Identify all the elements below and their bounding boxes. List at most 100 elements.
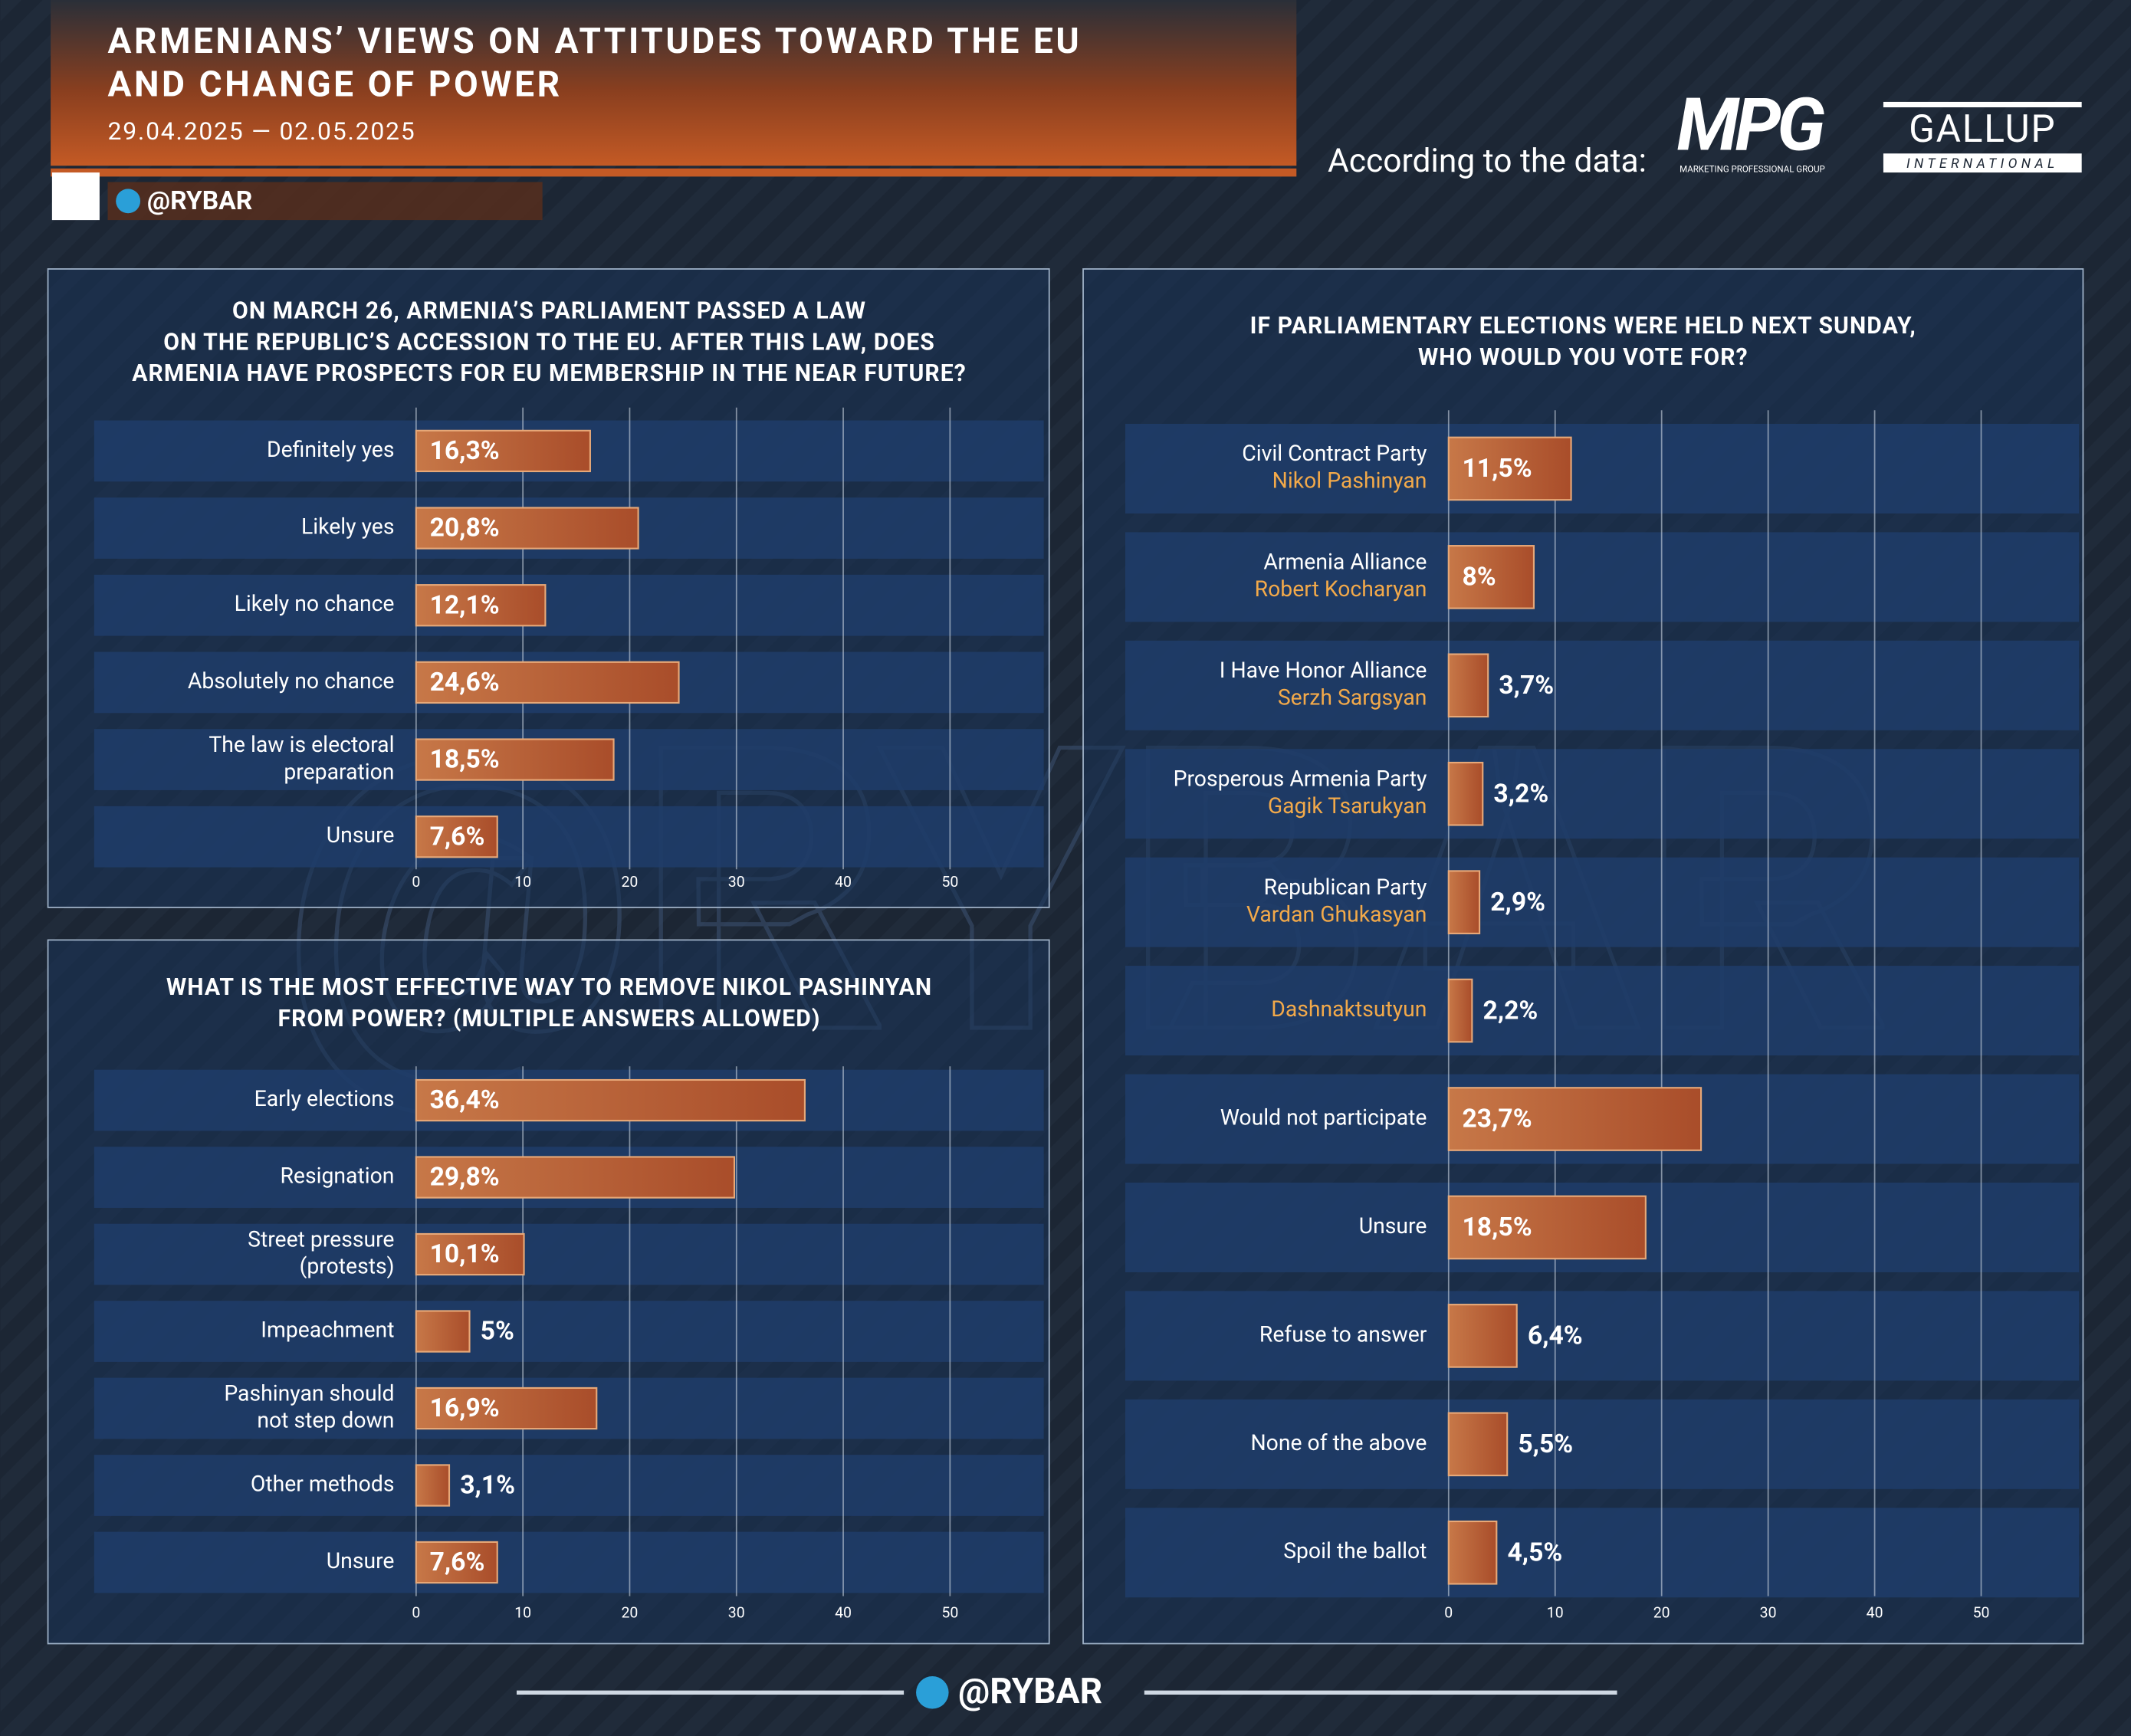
chart-title: ON THE REPUBLIC’S ACCESSION TO THE EU. A… <box>163 329 935 356</box>
category-label: Unsure <box>327 822 395 848</box>
leader-label: Gagik Tsarukyan <box>1268 793 1427 819</box>
bar <box>415 1464 451 1507</box>
category-label: None of the above <box>1250 1430 1427 1455</box>
category-label: Republican Party <box>1264 875 1427 900</box>
leader-label: Robert Kocharyan <box>1255 576 1427 602</box>
gallup-subtitle: INTERNATIONAL <box>1906 156 2059 172</box>
value-label: 3,1% <box>460 1471 515 1501</box>
x-tick-label: 30 <box>728 1604 745 1622</box>
row-band <box>1125 966 2080 1056</box>
category-label: Resignation <box>280 1163 394 1189</box>
chart-title: ARMENIA HAVE PROSPECTS FOR EU MEMBERSHIP… <box>132 360 967 387</box>
value-label: 20,8% <box>430 514 500 543</box>
value-label: 5,5% <box>1518 1429 1573 1459</box>
x-tick-label: 0 <box>412 1604 420 1622</box>
value-label: 36,4% <box>430 1085 500 1115</box>
handle-band <box>107 182 543 221</box>
value-label: 2,9% <box>1490 888 1545 917</box>
row-band <box>1125 1399 2080 1489</box>
value-label: 16,9% <box>430 1393 500 1423</box>
row-band <box>94 1455 1044 1516</box>
header-stripe <box>51 168 1297 177</box>
bar <box>1447 1195 1647 1260</box>
bar <box>415 1232 525 1276</box>
bar <box>1447 1412 1509 1477</box>
bar <box>415 584 547 627</box>
bar <box>1447 1304 1518 1368</box>
row-band <box>1125 1508 2080 1598</box>
x-tick-label: 50 <box>941 873 958 891</box>
footer-handle: @RYBAR <box>958 1671 1102 1712</box>
value-label: 23,7% <box>1463 1104 1532 1134</box>
row-band <box>94 1301 1044 1362</box>
category-label: Prosperous Armenia Party <box>1174 766 1427 791</box>
value-label: 3,2% <box>1493 779 1548 809</box>
x-tick-label: 30 <box>728 873 745 891</box>
category-label: Definitely yes <box>267 437 394 462</box>
x-tick-label: 50 <box>1973 1604 1990 1622</box>
panel <box>47 939 1050 1645</box>
bar <box>1447 436 1572 501</box>
date-range: 29.04.2025 — 02.05.2025 <box>108 116 416 146</box>
row-band <box>1125 749 2080 839</box>
x-tick-label: 10 <box>1547 1604 1564 1622</box>
category-label: not step down <box>257 1408 394 1433</box>
category-label: Likely yes <box>301 514 395 540</box>
category-label: preparation <box>284 759 394 784</box>
value-label: 29,8% <box>430 1163 500 1193</box>
row-band <box>1125 423 2080 514</box>
bar <box>415 1156 736 1199</box>
source-label: According to the data: <box>1328 143 1647 180</box>
bar <box>1447 870 1481 934</box>
category-label: I Have Honor Alliance <box>1220 658 1427 683</box>
category-label: Early elections <box>254 1086 395 1111</box>
row-band <box>1125 640 2080 730</box>
row-band <box>94 1531 1044 1593</box>
x-tick-label: 20 <box>1653 1604 1670 1622</box>
category-label: Unsure <box>327 1548 395 1574</box>
row-band <box>94 574 1044 636</box>
bar <box>415 507 639 550</box>
value-label: 10,1% <box>430 1239 500 1269</box>
value-label: 2,2% <box>1483 996 1538 1026</box>
leader-label: Dashnaktsutyun <box>1271 996 1427 1022</box>
page-title: AND CHANGE OF POWER <box>108 64 563 106</box>
category-label: Armenia Alliance <box>1263 550 1427 575</box>
chart-title: WHAT IS THE MOST EFFECTIVE WAY TO REMOVE… <box>166 974 932 1001</box>
bar <box>415 1310 471 1353</box>
category-label: Civil Contract Party <box>1242 441 1427 466</box>
value-label: 11,5% <box>1463 454 1532 484</box>
gallup-rule <box>1883 101 2082 108</box>
bar <box>415 429 591 473</box>
x-tick-label: 0 <box>1444 1604 1453 1622</box>
bar <box>415 661 680 704</box>
leader-label: Vardan Ghukasyan <box>1246 901 1427 927</box>
x-tick-label: 40 <box>835 873 852 891</box>
leader-label: Serzh Sargsyan <box>1278 685 1427 710</box>
value-label: 4,5% <box>1507 1537 1562 1567</box>
chart-title: ON MARCH 26, ARMENIA’S PARLIAMENT PASSED… <box>232 298 866 325</box>
header-band <box>51 0 1297 166</box>
row-band <box>1125 1291 2080 1381</box>
value-label: 24,6% <box>430 668 500 697</box>
handle: @RYBAR <box>147 186 252 216</box>
category-label: Would not participate <box>1220 1105 1427 1131</box>
leader-label: Nikol Pashinyan <box>1272 468 1427 494</box>
value-label: 18,5% <box>430 745 500 775</box>
value-label: 8% <box>1463 563 1496 592</box>
bar <box>1447 1087 1703 1151</box>
mpg-logo: MPG <box>1677 82 1824 168</box>
page-title: ARMENIANS’ VIEWS ON ATTITUDES TOWARD THE… <box>108 21 1082 62</box>
x-tick-label: 20 <box>621 873 638 891</box>
value-label: 12,1% <box>430 590 500 620</box>
value-label: 3,7% <box>1499 671 1554 701</box>
value-label: 18,5% <box>1463 1213 1532 1242</box>
category-label: Street pressure <box>248 1226 394 1252</box>
category-label: The law is electoral <box>209 732 394 757</box>
category-label: Likely no chance <box>235 591 395 616</box>
row-band <box>94 806 1044 868</box>
chart-title: WHO WOULD YOU VOTE FOR? <box>1418 344 1748 371</box>
value-label: 5% <box>481 1317 514 1347</box>
x-tick-label: 40 <box>835 1604 852 1622</box>
